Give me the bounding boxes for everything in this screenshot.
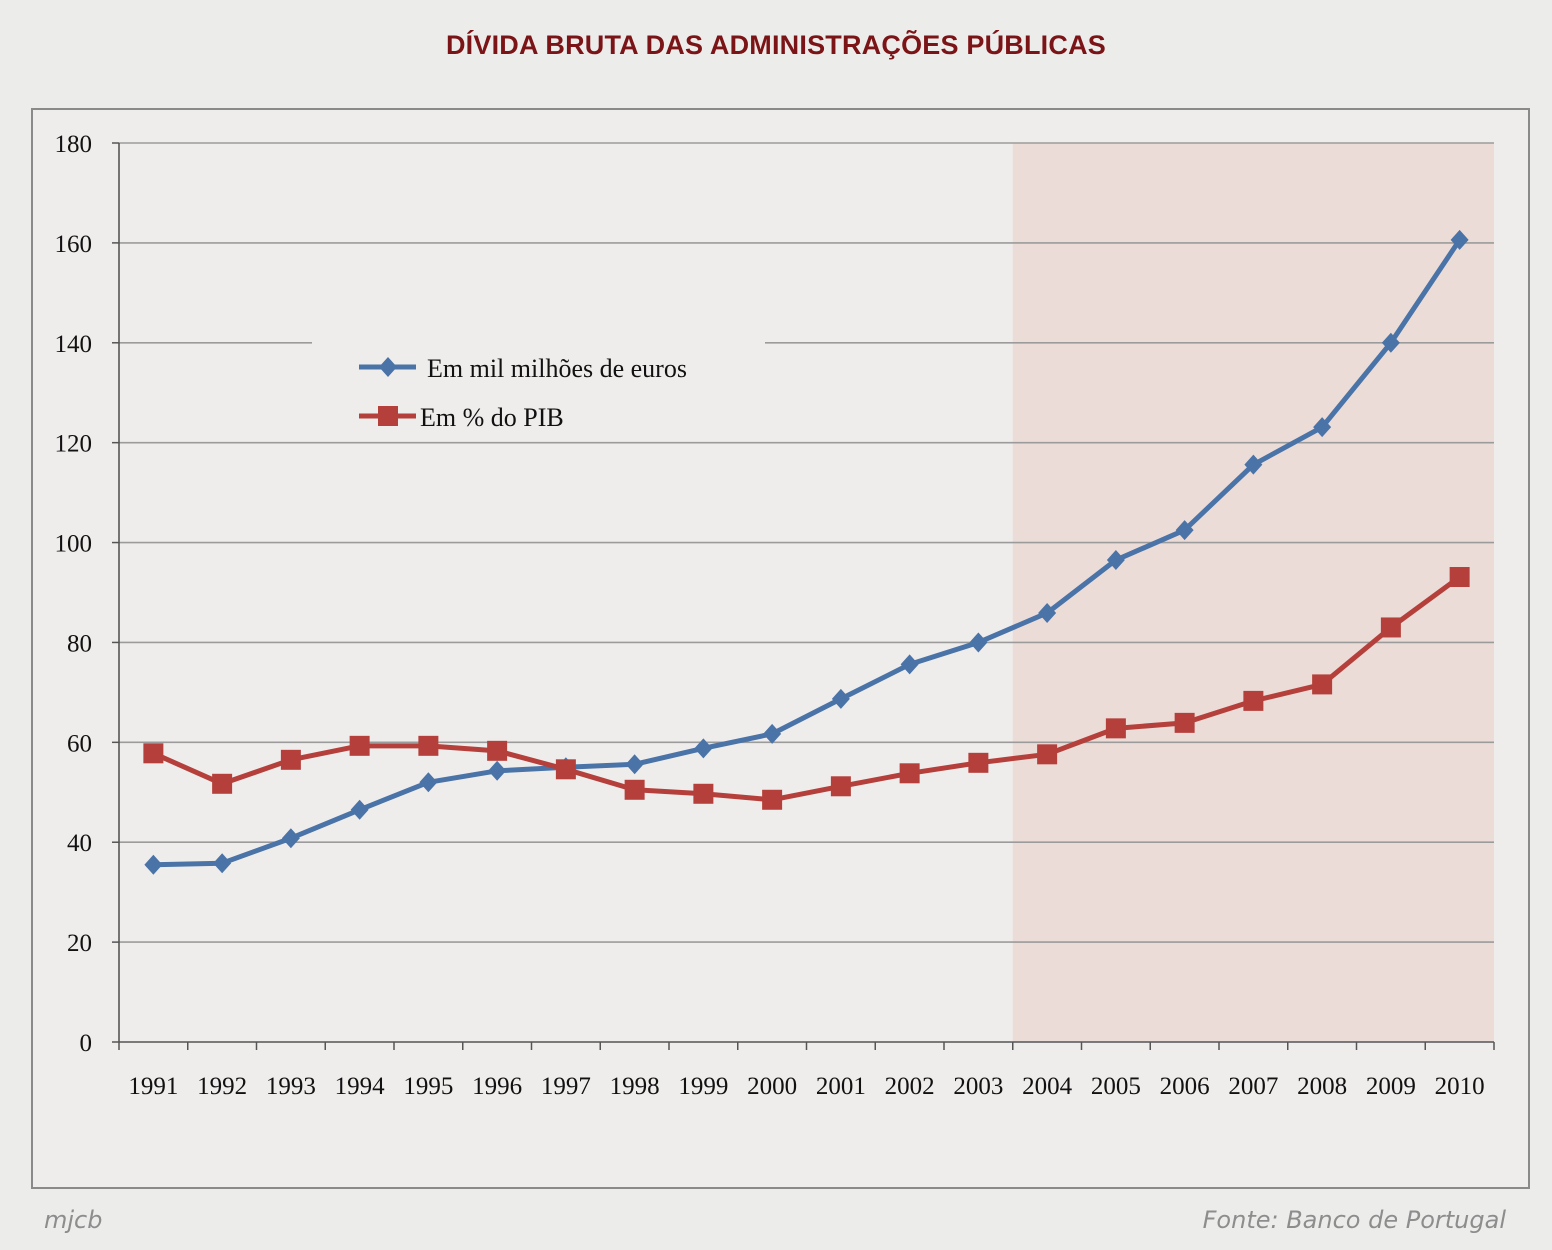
series-2-point [1312,674,1333,695]
series-1-point [350,799,369,820]
x-tick-label: 2002 [885,1073,935,1100]
series-line-2 [152,575,1462,803]
x-tick-label: 2004 [1022,1073,1073,1100]
series-1-point [1175,520,1194,541]
y-tick-label: 20 [67,930,92,957]
series-2-point [1174,712,1195,733]
x-tick-label: 1992 [197,1073,247,1100]
series-1-point [900,654,919,675]
series-1-point [625,754,644,775]
x-tick-label: 1993 [266,1073,316,1100]
series-1-point [694,738,713,759]
y-tick-label: 140 [55,331,93,358]
series-1-point [969,632,988,653]
series-2-point [212,773,233,794]
series-2-point [280,749,301,770]
x-tick-label: 1994 [335,1073,386,1100]
series-2-point [968,752,989,773]
x-tick-label: 2010 [1435,1073,1485,1100]
x-tick-label: 2000 [747,1073,797,1100]
source-credit: Fonte: Banco de Portugal [1202,1206,1506,1234]
series-1-point [213,853,232,874]
x-tick-label: 1991 [128,1073,178,1100]
series-2-point [1449,567,1470,588]
x-tick-label: 1999 [678,1073,728,1100]
x-tick-label: 1995 [403,1073,453,1100]
chart-title: DÍVIDA BRUTA DAS ADMINISTRAÇÕES PÚBLICAS [445,30,1106,60]
x-tick-label: 2009 [1366,1073,1416,1100]
y-tick-label: 120 [55,431,93,458]
y-tick-label: 80 [67,630,92,657]
legend-marker-2 [378,406,398,426]
series-1-point [1313,417,1332,438]
y-tick-label: 180 [55,131,93,158]
series-1-point [144,854,163,875]
series-2-point [762,789,783,810]
series-2-point [418,735,439,756]
y-tick-label: 60 [67,730,92,757]
x-tick-label: 1997 [541,1073,591,1100]
series-1-point [763,723,782,744]
x-tick-label: 1996 [472,1073,522,1100]
y-tick-label: 40 [67,830,92,857]
series-1-point [488,760,507,781]
highlight-region [1012,143,1494,1042]
x-tick-label: 2005 [1091,1073,1141,1100]
series-2-point [555,759,576,780]
y-tick-label: 0 [80,1030,93,1057]
series-1-point [1038,602,1057,623]
legend: Em mil milhões de euros Em % do PIB [312,340,765,432]
series-2-point [1105,718,1126,739]
series-2-point [1380,617,1401,638]
x-tick-label: 2008 [1297,1073,1347,1100]
series-2-point [1037,744,1058,765]
series-line-1 [153,238,1462,868]
series-1-point [1381,332,1400,353]
series-1-point [1244,454,1263,475]
x-tick-label: 2007 [1228,1073,1278,1100]
series-2-point [624,779,645,800]
series-1-point [831,688,850,709]
series-1-point [1106,550,1125,571]
legend-marker-1 [379,357,397,377]
axis-layer: 0 20 40 60 80 100 120 140 160 180 1991 1992 1993 1994… [55,131,1495,1100]
series-1-point [281,828,300,849]
series-2-point [899,763,920,784]
author-credit: mjcb [44,1206,103,1234]
legend-label-2: Em % do PIB [420,403,564,432]
series-2-point [1243,690,1264,711]
series-2-point [693,783,714,804]
series-2-point [487,740,508,761]
series-2-point [830,776,851,797]
series-layer [143,229,1470,875]
legend-label-1: Em mil milhões de euros [427,354,687,383]
x-tick-label: 2006 [1160,1073,1210,1100]
x-tick-label: 2001 [816,1073,866,1100]
series-1-point [419,772,438,793]
x-tick-label: 2003 [953,1073,1003,1100]
series-2-point [349,735,370,756]
y-tick-label: 100 [55,531,93,558]
series-2-point [143,743,164,764]
y-tick-label: 160 [55,231,93,258]
series-1-point [1450,229,1469,250]
x-tick-label: 1998 [610,1073,660,1100]
